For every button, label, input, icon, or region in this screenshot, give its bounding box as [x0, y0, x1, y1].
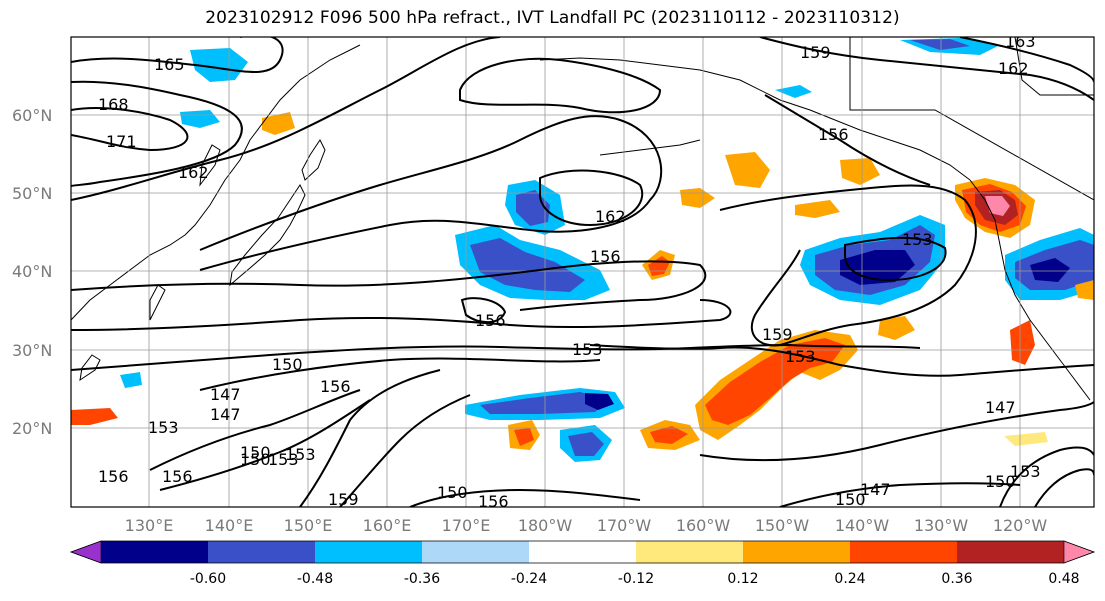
colorbar-tick-label: -0.12	[618, 571, 654, 587]
contour-label: 147	[860, 480, 891, 499]
contour-label: 156	[162, 467, 193, 486]
contour-label: 147	[210, 405, 241, 424]
contour-label: 171	[106, 132, 137, 151]
lon-label: 140°W	[835, 516, 890, 535]
contour-label: 162	[178, 163, 209, 182]
contour-label: 153	[785, 347, 816, 366]
contour-label: 150	[437, 483, 468, 502]
contour-labels: 165 168 171 162 159 156 153 150 147 153 …	[98, 32, 1041, 511]
contour-label: 162	[595, 207, 626, 226]
colorbar-tick-label: 0.48	[1048, 571, 1079, 587]
contour-label: 147	[985, 398, 1016, 417]
colorbar-segment	[422, 541, 530, 563]
colorbar-segment	[315, 541, 423, 563]
contour-label: 153	[285, 445, 316, 464]
lon-label: 160°W	[676, 516, 731, 535]
colorbar	[69, 540, 1096, 564]
colorbar-segment	[743, 541, 851, 563]
lon-label: 170°W	[597, 516, 652, 535]
contour-label: 156	[320, 377, 351, 396]
colorbar-tick-label: -0.48	[297, 571, 333, 587]
colorbar-tick-label: 0.36	[941, 571, 972, 587]
contour-label: 150	[240, 443, 271, 462]
map-frame	[70, 36, 1095, 508]
contour-label: 156	[475, 311, 506, 330]
colorbar-extend-max	[1063, 540, 1095, 564]
colorbar-tick-label: 0.12	[727, 571, 758, 587]
colorbar-tick-label: -0.60	[190, 571, 226, 587]
colorbar-segment	[208, 541, 316, 563]
colorbar-segment	[636, 541, 744, 563]
colorbar-segment	[529, 541, 637, 563]
lat-label-60n: 60°N	[12, 106, 52, 125]
colorbar-outline	[69, 540, 1096, 564]
lon-label: 170°E	[442, 516, 491, 535]
contour-label: 156	[98, 467, 129, 486]
contour-label: 168	[98, 95, 129, 114]
lon-label: 160°E	[363, 516, 412, 535]
contour-label: 156	[478, 492, 509, 511]
contour-label: 150	[985, 472, 1016, 491]
contour-label: 150	[835, 490, 866, 509]
contour-label: 165	[154, 55, 185, 74]
coastlines	[71, 37, 1094, 401]
contour-label: 153	[572, 340, 603, 359]
lat-label-50n: 50°N	[12, 184, 52, 203]
latitude-labels: 60°N 50°N 40°N 30°N 20°N	[12, 106, 52, 438]
contour-label: 153	[268, 450, 299, 469]
colorbar-tick-label: -0.24	[511, 571, 547, 587]
contour-label: 156	[590, 247, 621, 266]
colorbar-segment	[101, 541, 209, 563]
contour-label: 147	[210, 385, 241, 404]
lon-label: 130°W	[914, 516, 969, 535]
contour-label: 150	[240, 450, 271, 469]
colorbar-extend-min	[70, 540, 102, 564]
colorbar-tick-label: -0.36	[404, 571, 440, 587]
longitude-labels: 130°E 140°E 150°E 160°E 170°E 180°W 170°…	[125, 516, 1048, 535]
lat-label-30n: 30°N	[12, 341, 52, 360]
contour-label: 153	[148, 418, 179, 437]
contour-label: 150	[272, 355, 303, 374]
contour-label: 159	[328, 490, 359, 509]
contour-label: 153	[1010, 462, 1041, 481]
lon-label: 130°E	[125, 516, 174, 535]
contour-label: 153	[902, 230, 933, 249]
colorbar-segment	[957, 541, 1065, 563]
lat-label-20n: 20°N	[12, 419, 52, 438]
refractivity-contours	[71, 37, 1094, 507]
contour-label: 156	[818, 125, 849, 144]
map-title: 2023102912 F096 500 hPa refract., IVT La…	[205, 8, 900, 28]
contour-label: 162	[998, 59, 1029, 78]
contour-label: 159	[800, 43, 831, 62]
colorbar-tick-label: 0.24	[834, 571, 865, 587]
lon-label: 150°W	[755, 516, 810, 535]
lat-label-40n: 40°N	[12, 262, 52, 281]
lon-label: 140°E	[205, 516, 254, 535]
colorbar-tick-labels: -0.60 -0.48 -0.36 -0.24 -0.12 0.12 0.24 0.36 0.4…	[190, 571, 1080, 587]
lon-label: 120°W	[993, 516, 1048, 535]
colorbar-segment	[850, 541, 958, 563]
contour-label: 159	[762, 325, 793, 344]
contour-label: 163	[1005, 32, 1036, 51]
graticule	[71, 37, 1094, 507]
lon-label: 180°W	[518, 516, 573, 535]
lon-label: 150°E	[284, 516, 333, 535]
